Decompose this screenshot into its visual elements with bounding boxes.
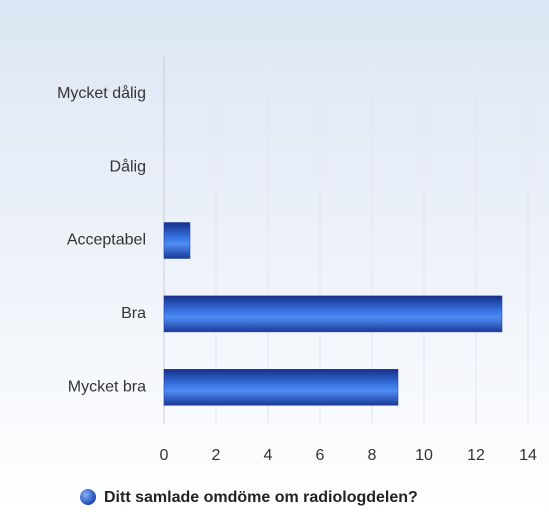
x-tick-label: 14 <box>519 447 537 464</box>
x-tick-label: 0 <box>160 447 169 464</box>
y-tick-label: Dålig <box>110 157 146 175</box>
y-tick-label: Bra <box>121 305 146 322</box>
y-tick-label: Mycket dålig <box>57 84 146 102</box>
x-tick-label: 8 <box>368 447 377 464</box>
y-tick-label: Acceptabel <box>67 232 146 249</box>
bar <box>163 222 191 259</box>
x-tick-label: 4 <box>264 447 273 464</box>
x-tick-label: 10 <box>415 447 433 464</box>
bar <box>163 295 503 333</box>
legend-label: Ditt samlade omdöme om radiologdelen? <box>104 489 418 506</box>
y-tick-label: Mycket bra <box>68 379 146 396</box>
x-tick-label: 6 <box>316 447 325 464</box>
x-tick-label: 12 <box>467 447 485 464</box>
x-tick-label: 2 <box>212 447 221 464</box>
bar <box>163 369 399 406</box>
legend-marker <box>80 489 96 505</box>
